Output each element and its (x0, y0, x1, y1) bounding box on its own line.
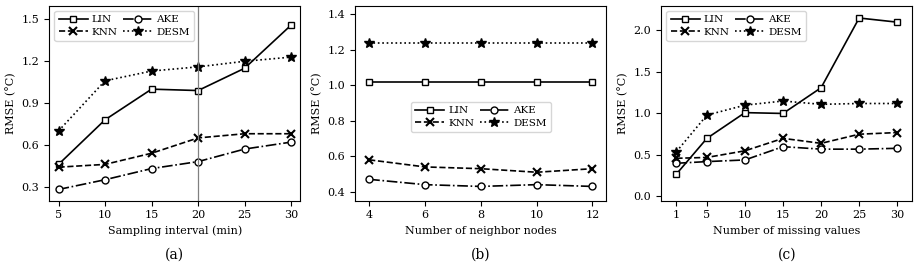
DESM (476, 41, 487, 44)
KNN (285, 132, 297, 135)
KNN (364, 158, 375, 162)
Line: LIN: LIN (365, 78, 596, 85)
KNN (53, 166, 64, 169)
LIN (701, 137, 712, 140)
LIN (854, 16, 865, 20)
Legend: LIN, KNN, AKE, DESM: LIN, KNN, AKE, DESM (411, 102, 551, 132)
AKE (285, 140, 297, 144)
AKE (701, 160, 712, 163)
LIN (671, 172, 682, 176)
LIN (364, 80, 375, 84)
AKE (739, 158, 750, 162)
KNN (854, 132, 865, 136)
KNN (815, 142, 826, 145)
DESM (891, 102, 902, 105)
X-axis label: Number of missing values: Number of missing values (713, 226, 860, 236)
KNN (476, 167, 487, 170)
AKE (854, 147, 865, 151)
KNN (420, 165, 431, 169)
LIN (53, 163, 64, 166)
AKE (99, 178, 110, 181)
DESM (146, 69, 157, 73)
KNN (239, 132, 250, 135)
Line: DESM: DESM (53, 52, 296, 136)
Line: KNN: KNN (365, 156, 597, 177)
Text: (a): (a) (165, 248, 185, 262)
DESM (532, 41, 543, 44)
LIN (778, 112, 789, 115)
KNN (193, 136, 204, 140)
AKE (476, 185, 487, 188)
DESM (778, 99, 789, 103)
LIN (532, 80, 543, 84)
AKE (671, 162, 682, 165)
DESM (193, 65, 204, 69)
Y-axis label: RMSE (°C): RMSE (°C) (6, 72, 17, 134)
LIN (815, 86, 826, 89)
DESM (701, 113, 712, 117)
AKE (420, 183, 431, 186)
AKE (193, 160, 204, 163)
Y-axis label: RMSE (°C): RMSE (°C) (311, 72, 322, 134)
LIN (739, 111, 750, 114)
LIN (476, 80, 487, 84)
AKE (891, 147, 902, 150)
Y-axis label: RMSE (°C): RMSE (°C) (618, 72, 628, 134)
AKE (146, 167, 157, 170)
DESM (854, 102, 865, 105)
LIN (285, 23, 297, 27)
KNN (778, 137, 789, 140)
KNN (99, 163, 110, 166)
Line: LIN: LIN (55, 21, 295, 168)
KNN (146, 152, 157, 155)
DESM (53, 129, 64, 132)
X-axis label: Number of neighbor nodes: Number of neighbor nodes (405, 226, 556, 236)
DESM (815, 103, 826, 106)
KNN (671, 157, 682, 160)
DESM (420, 41, 431, 44)
Legend: LIN, KNN, AKE, DESM: LIN, KNN, AKE, DESM (666, 11, 806, 41)
Line: AKE: AKE (673, 143, 901, 167)
Line: DESM: DESM (364, 38, 598, 48)
LIN (239, 67, 250, 70)
DESM (239, 60, 250, 63)
LIN (891, 20, 902, 24)
Text: (b): (b) (471, 248, 490, 262)
AKE (815, 147, 826, 151)
Line: KNN: KNN (672, 128, 901, 162)
Line: AKE: AKE (55, 139, 295, 193)
DESM (739, 104, 750, 107)
AKE (778, 145, 789, 148)
DESM (587, 41, 598, 44)
Line: KNN: KNN (54, 129, 296, 171)
AKE (53, 188, 64, 191)
DESM (671, 150, 682, 153)
KNN (891, 131, 902, 134)
AKE (364, 178, 375, 181)
LIN (193, 89, 204, 92)
AKE (239, 147, 250, 151)
LIN (420, 80, 431, 84)
AKE (587, 185, 598, 188)
LIN (587, 80, 598, 84)
Line: LIN: LIN (673, 14, 901, 178)
KNN (532, 171, 543, 174)
DESM (364, 41, 375, 44)
Text: (c): (c) (778, 248, 796, 262)
DESM (99, 79, 110, 82)
Line: AKE: AKE (365, 176, 596, 190)
DESM (285, 55, 297, 59)
KNN (739, 149, 750, 152)
X-axis label: Sampling interval (min): Sampling interval (min) (107, 226, 242, 236)
AKE (532, 183, 543, 186)
LIN (99, 118, 110, 121)
Legend: LIN, KNN, AKE, DESM: LIN, KNN, AKE, DESM (54, 11, 194, 41)
KNN (587, 167, 598, 170)
KNN (701, 156, 712, 159)
LIN (146, 88, 157, 91)
Line: DESM: DESM (672, 96, 902, 156)
